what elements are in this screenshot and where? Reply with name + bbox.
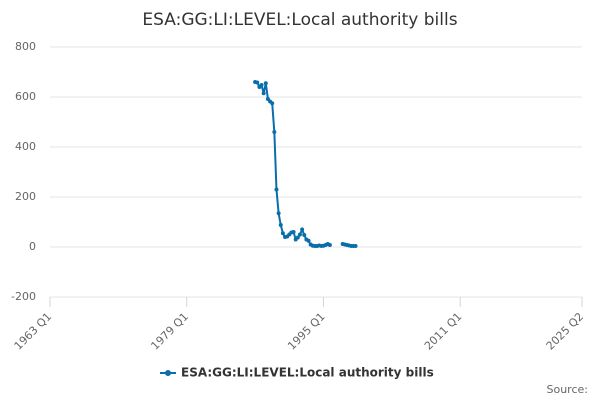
series-line: [254, 81, 356, 248]
source: Source:: [547, 383, 589, 396]
point: [302, 233, 307, 237]
point: [353, 244, 358, 248]
point: [300, 227, 305, 232]
point: [280, 231, 285, 236]
point: [278, 223, 283, 227]
legend-marker: [165, 370, 171, 376]
x-tick-label: 2011 Q1: [422, 310, 465, 353]
legend-label: ESA:GG:LI:LEVEL:Local authority bills: [181, 366, 434, 380]
x-tick-label: 1995 Q1: [285, 310, 328, 353]
point: [272, 130, 277, 134]
chart-title: ESA:GG:LI:LEVEL:Local authority bills: [142, 10, 457, 30]
x-tick-label: 1979 Q1: [148, 310, 191, 353]
point: [255, 80, 260, 85]
legend-item[interactable]: ESA:GG:LI:LEVEL:Local authority bills: [160, 366, 434, 380]
point: [327, 243, 332, 247]
y-tick-label: 200: [15, 190, 36, 203]
point: [291, 230, 296, 234]
x-tick-label: 1963 Q1: [12, 310, 55, 353]
y-tick-label: 800: [15, 40, 36, 53]
point: [263, 81, 268, 86]
y-tick-label: 0: [29, 240, 36, 253]
point: [306, 238, 311, 243]
point: [276, 211, 281, 216]
point: [270, 101, 275, 106]
point: [295, 235, 300, 240]
point: [274, 187, 279, 192]
y-tick-label: 400: [15, 140, 36, 153]
point: [297, 232, 302, 237]
point: [261, 91, 266, 96]
y-tick-label: 600: [15, 90, 36, 103]
x-tick-label: 2025 Q2: [544, 310, 587, 353]
point: [259, 83, 264, 87]
y-tick-label: -200: [11, 290, 36, 303]
